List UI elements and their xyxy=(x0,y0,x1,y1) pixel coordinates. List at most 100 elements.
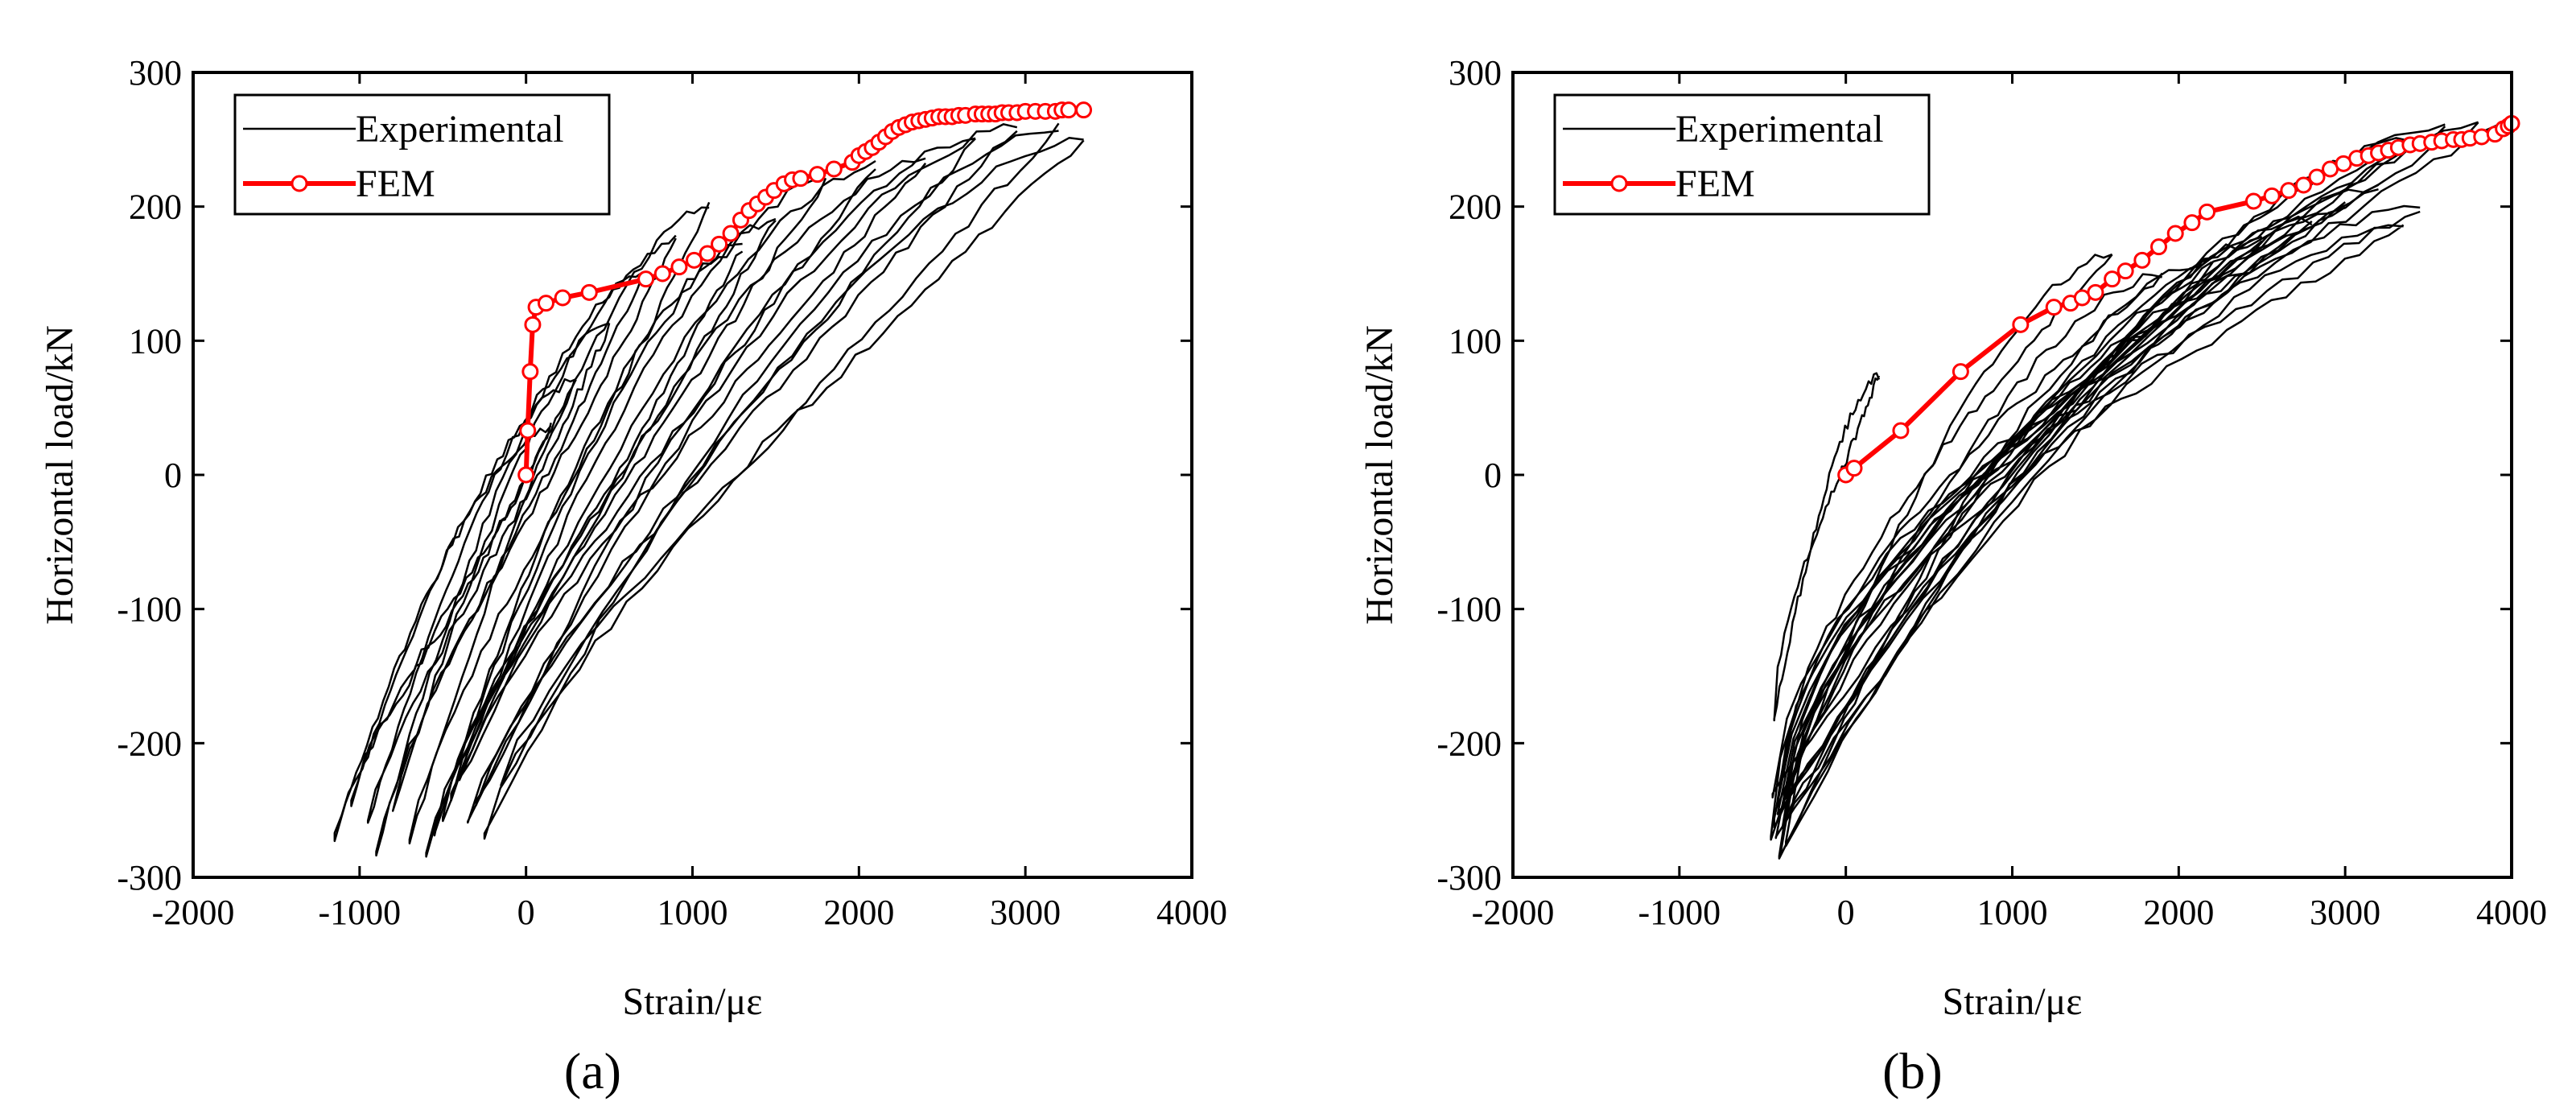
legend-box xyxy=(233,93,611,216)
experimental-loop xyxy=(425,242,744,858)
x-tick-label: -1000 xyxy=(319,893,402,932)
fem-point xyxy=(670,258,688,276)
x-tick-label: 0 xyxy=(1837,893,1855,932)
y-tick-label: 100 xyxy=(129,321,182,361)
fem-point xyxy=(2166,225,2184,242)
experimental-loop xyxy=(1779,137,2413,856)
experimental-loop xyxy=(458,157,927,782)
fem-point xyxy=(699,245,716,262)
fem-point xyxy=(637,270,655,288)
x-tick-label: -1000 xyxy=(1638,893,1721,932)
fem-point xyxy=(1060,101,1078,119)
y-axis-label: Horizontal load/kN xyxy=(39,325,81,625)
x-tick-label: 2000 xyxy=(823,893,894,932)
series-layer xyxy=(333,101,1093,858)
experimental-loop xyxy=(375,271,644,857)
x-tick-label: 1000 xyxy=(1977,893,2048,932)
y-tick-label: -100 xyxy=(117,590,182,629)
fem-point xyxy=(2198,203,2215,221)
panel-label: (a) xyxy=(564,1042,621,1099)
y-tick-label: -200 xyxy=(117,724,182,763)
x-axis-label: Strain/με xyxy=(1943,980,2083,1023)
fem-point xyxy=(2116,262,2134,280)
fem-point xyxy=(1892,422,1910,439)
fem-point xyxy=(537,295,554,312)
y-tick-label: -300 xyxy=(1436,858,1502,897)
fem-point xyxy=(2150,238,2168,256)
experimental-loop xyxy=(483,122,1060,840)
x-tick-label: -2000 xyxy=(152,893,235,932)
panel-label: (b) xyxy=(1882,1042,1943,1099)
chart-panel-a: -2000 -1000 0 1000 2000 3000 4000-300-200-1000… xyxy=(39,53,1227,1099)
x-tick-label: 3000 xyxy=(990,893,1061,932)
x-tick-label: 0 xyxy=(517,893,535,932)
fem-point xyxy=(722,225,740,242)
fem-point xyxy=(2104,270,2121,288)
fem-point xyxy=(653,265,671,283)
fem-point xyxy=(1952,363,1969,381)
x-tick-label: 4000 xyxy=(1156,893,1227,932)
experimental-loop xyxy=(1771,215,2313,799)
experimental-loop xyxy=(1774,122,2504,840)
fem-point xyxy=(686,251,703,269)
experimental-loop xyxy=(467,137,976,824)
y-tick-label: 200 xyxy=(129,188,182,227)
y-tick-label: -300 xyxy=(117,858,182,897)
fem-point xyxy=(2087,283,2104,301)
experimental-loop xyxy=(500,137,1085,787)
experimental-loop xyxy=(350,377,577,807)
experimental-loop xyxy=(1770,253,2113,841)
x-axis-label: Strain/με xyxy=(623,980,763,1023)
experimental-loop xyxy=(433,217,777,837)
fem-point xyxy=(2183,214,2201,232)
legend-fem-marker xyxy=(1610,175,1628,192)
experimental-loop xyxy=(1778,257,2213,860)
fem-point xyxy=(517,466,535,484)
x-tick-label: 4000 xyxy=(2476,893,2547,932)
fem-point xyxy=(2308,168,2326,186)
fem-point xyxy=(2294,176,2312,194)
legend-fem-label: FEM xyxy=(356,163,435,205)
fem-point xyxy=(1075,101,1093,119)
fem-point xyxy=(2244,192,2262,210)
experimental-loop xyxy=(408,201,711,845)
x-tick-label: -2000 xyxy=(1472,893,1555,932)
y-tick-label: 0 xyxy=(164,456,182,495)
fem-point xyxy=(2045,299,2063,316)
fem-point xyxy=(580,283,598,301)
chart-panel-b: -2000 -1000 0 1000 2000 3000 4000-300-200-1000… xyxy=(1358,53,2547,1099)
y-tick-label: 100 xyxy=(1449,321,1502,361)
x-tick-label: 3000 xyxy=(2310,893,2380,932)
fem-point xyxy=(2473,128,2491,146)
fem-point xyxy=(792,170,810,188)
y-tick-label: 300 xyxy=(1449,53,1502,93)
experimental-loop xyxy=(1773,123,2446,829)
experimental-loop xyxy=(333,422,552,843)
fem-point xyxy=(2263,187,2281,204)
experimental-loop xyxy=(1783,121,2479,802)
y-tick-label: 0 xyxy=(1484,456,1502,495)
x-tick-label: 2000 xyxy=(2143,893,2214,932)
y-axis-label: Horizontal load/kN xyxy=(1358,325,1401,625)
fem-point xyxy=(519,422,537,439)
y-tick-label: -100 xyxy=(1436,590,1502,629)
fem-point xyxy=(809,166,826,184)
experimental-loop xyxy=(475,123,1018,807)
fem-point xyxy=(521,363,539,381)
fem-point xyxy=(825,160,843,178)
legend-experimental-label: Experimental xyxy=(1675,108,1884,151)
legend-experimental-label: Experimental xyxy=(356,108,564,151)
fem-point xyxy=(554,289,571,307)
experimental-loop xyxy=(442,173,827,823)
experimental-loop xyxy=(1787,224,2405,815)
legend: Experimental FEM xyxy=(233,93,611,216)
y-tick-label: 300 xyxy=(129,53,182,93)
experimental-loop xyxy=(1778,204,2421,786)
x-tick-label: 1000 xyxy=(657,893,728,932)
ticks: -2000 -1000 0 1000 2000 3000 4000-300-200-1000… xyxy=(117,53,1227,932)
fem-point xyxy=(2012,316,2030,333)
ticks: -2000 -1000 0 1000 2000 3000 4000-300-200-1000… xyxy=(1436,53,2547,932)
legend-fem-marker xyxy=(291,175,308,192)
y-tick-label: 200 xyxy=(1449,188,1502,227)
